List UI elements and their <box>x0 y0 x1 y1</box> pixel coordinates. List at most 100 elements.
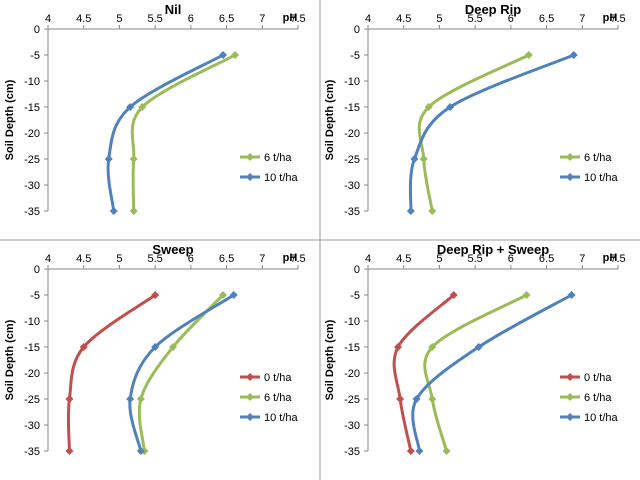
y-tick-label: -25 <box>24 394 40 406</box>
x-tick-label: 7.5 <box>290 13 305 25</box>
y-tick-label: -25 <box>24 154 40 166</box>
x-tick-label: 7 <box>259 253 265 265</box>
x-axis-label: pH <box>603 252 618 264</box>
chart-title: Deep Rip <box>465 2 521 17</box>
legend-marker <box>566 393 574 401</box>
x-tick-label: 6 <box>508 13 514 25</box>
x-tick-label: 5.5 <box>467 253 482 265</box>
series-line-1 <box>417 53 530 212</box>
data-point-marker <box>129 155 138 163</box>
data-point-marker <box>474 343 483 351</box>
data-point-marker <box>65 395 74 403</box>
data-point-marker <box>394 343 402 351</box>
data-point-marker <box>104 155 113 163</box>
chart-title: Sweep <box>152 242 193 257</box>
x-tick-label: 4 <box>45 253 51 265</box>
y-tick-label: -30 <box>24 180 40 192</box>
y-axis-label: Soil Depth (cm) <box>324 319 336 400</box>
data-point-marker <box>406 207 415 215</box>
x-tick-label: 4 <box>45 13 51 25</box>
series-line-2 <box>408 53 575 212</box>
legend-marker <box>246 173 254 181</box>
x-tick-label: 5 <box>116 253 122 265</box>
x-tick-label: 7 <box>579 253 585 265</box>
x-tick-label: 7 <box>259 13 265 25</box>
x-tick-label: 5 <box>436 253 442 265</box>
y-tick-label: -5 <box>30 290 40 302</box>
data-point-marker <box>428 207 437 215</box>
series-line-3 <box>411 293 573 452</box>
y-tick-label: -25 <box>344 394 360 406</box>
legend-marker <box>566 153 574 161</box>
data-point-marker <box>396 395 405 403</box>
series-line-2 <box>106 53 224 212</box>
y-tick-label: -15 <box>344 342 360 354</box>
legend-label: 10 t/ha <box>584 172 619 184</box>
y-tick-label: -5 <box>350 50 360 62</box>
x-tick-label: 7.5 <box>290 253 305 265</box>
legend-marker <box>246 393 254 401</box>
series-line-1 <box>392 293 455 452</box>
data-point-marker <box>569 51 578 59</box>
data-point-marker <box>126 395 135 403</box>
x-axis-label: pH <box>283 252 298 264</box>
data-point-marker <box>229 291 238 299</box>
x-tick-label: 7.5 <box>610 13 625 25</box>
x-tick-label: 5.5 <box>147 13 162 25</box>
y-tick-label: -30 <box>344 420 360 432</box>
y-tick-label: -20 <box>24 128 40 140</box>
legend-label: 6 t/ha <box>264 392 292 404</box>
x-tick-label: 5.5 <box>147 253 162 265</box>
y-tick-label: -15 <box>24 342 40 354</box>
legend-label: 6 t/ha <box>264 152 292 164</box>
y-axis-label: Soil Depth (cm) <box>4 79 16 160</box>
y-tick-label: -15 <box>344 102 360 114</box>
y-tick-label: -25 <box>344 154 360 166</box>
y-tick-label: -10 <box>24 76 40 88</box>
data-point-marker <box>410 155 419 163</box>
y-tick-label: -10 <box>344 316 360 328</box>
x-tick-label: 6 <box>508 253 514 265</box>
series-line-3 <box>128 293 235 452</box>
x-tick-label: 4 <box>365 253 371 265</box>
x-axis-label: pH <box>603 12 618 24</box>
y-tick-label: -35 <box>344 206 360 218</box>
y-tick-label: -5 <box>350 290 360 302</box>
data-point-marker <box>428 343 437 351</box>
x-tick-label: 6 <box>188 253 194 265</box>
data-point-marker <box>522 291 531 299</box>
legend-marker <box>566 413 574 421</box>
y-tick-label: -20 <box>344 128 360 140</box>
legend-label: 10 t/ha <box>264 172 299 184</box>
legend-marker <box>246 413 254 421</box>
data-point-marker <box>415 447 424 455</box>
data-point-marker <box>219 51 227 59</box>
chart-panel-2: Deep Rip 4 4.5 5 5.5 6 6.5 7 7.5 0 -5 -10 -15 -20 -25 -… <box>324 2 626 218</box>
x-tick-label: 7.5 <box>610 253 625 265</box>
x-tick-label: 6.5 <box>219 253 234 265</box>
data-point-marker <box>79 343 88 351</box>
data-point-marker <box>129 207 138 215</box>
y-tick-label: 0 <box>34 24 40 36</box>
x-tick-label: 6 <box>188 13 194 25</box>
data-point-marker <box>406 447 415 455</box>
data-point-marker <box>169 343 177 351</box>
data-point-marker <box>136 447 145 455</box>
x-tick-label: 4.5 <box>76 253 91 265</box>
x-tick-label: 4.5 <box>76 13 91 25</box>
data-point-marker <box>428 395 437 403</box>
data-point-marker <box>424 103 433 111</box>
y-axis-label: Soil Depth (cm) <box>4 319 16 400</box>
y-tick-label: 0 <box>354 24 360 36</box>
data-point-marker <box>567 291 576 299</box>
legend-marker <box>566 373 574 381</box>
data-point-marker <box>151 291 160 299</box>
data-point-marker <box>219 291 227 299</box>
data-point-marker <box>151 343 160 351</box>
x-tick-label: 6.5 <box>539 13 554 25</box>
data-point-marker <box>442 447 451 455</box>
y-axis-label: Soil Depth (cm) <box>324 79 336 160</box>
y-tick-label: -35 <box>344 446 360 458</box>
data-point-marker <box>231 51 240 59</box>
x-tick-label: 5.5 <box>467 13 482 25</box>
